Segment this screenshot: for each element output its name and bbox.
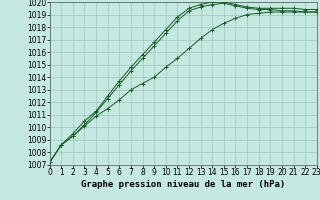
X-axis label: Graphe pression niveau de la mer (hPa): Graphe pression niveau de la mer (hPa): [81, 180, 285, 189]
